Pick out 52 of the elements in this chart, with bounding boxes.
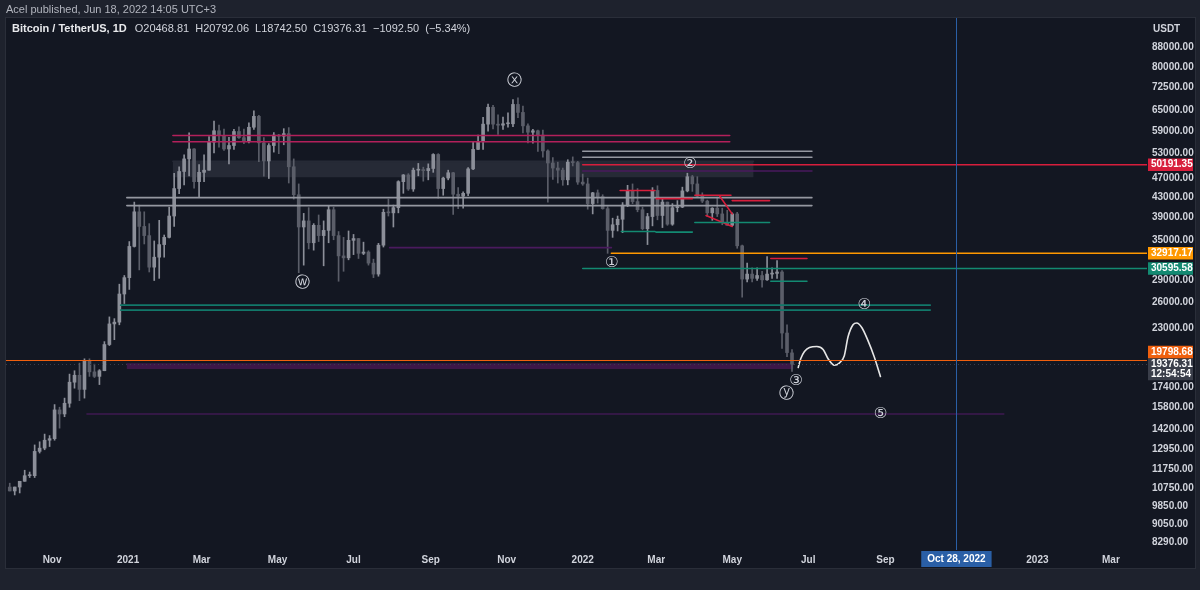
y-tick-label: 8290.00 — [1152, 536, 1189, 548]
annotation: ① — [604, 253, 619, 272]
text: Acel published, Jun 18, 2022 14:05 UTC+3 — [6, 2, 217, 17]
y-tick-label: 15800.00 — [1152, 400, 1195, 412]
data-label: 30595.58 — [1151, 262, 1194, 274]
ref-line-label: 19376.31 12:54:54 — [1151, 358, 1194, 379]
x-tick-label: Nov — [497, 553, 517, 565]
annotation: ⓦ — [295, 272, 311, 291]
annotation: ④ — [857, 295, 871, 314]
x-tick-label: Mar — [647, 553, 666, 565]
data-label: 50191.35 — [1151, 158, 1194, 170]
y-tick-label: 29000.00 — [1152, 273, 1195, 285]
ref-line-label: 19798.68 — [1151, 345, 1194, 357]
y-tick-label: 17400.00 — [1152, 380, 1195, 392]
annotation: ⑤ — [873, 403, 888, 422]
y-tick-label: 9050.00 — [1152, 517, 1189, 529]
annotation: ⓨ — [779, 384, 795, 403]
y-tick-label: 10750.00 — [1152, 481, 1195, 493]
text: Bitcoin / TetherUS, 1D — [12, 22, 127, 34]
x-tick-label: May — [267, 553, 288, 565]
y-tick-label: 35000.00 — [1152, 234, 1195, 246]
y-tick-label: 9850.00 — [1152, 500, 1189, 512]
ref-line-label: Oct 28, 2022 — [927, 552, 987, 564]
x-tick-label: May — [722, 553, 743, 565]
y-tick-label: 72500.00 — [1152, 81, 1195, 93]
x-tick-label: Jul — [346, 553, 361, 565]
y-tick-label: 23000.00 — [1152, 322, 1195, 334]
x-tick-label: 2021 — [116, 553, 140, 565]
text: O20468.81 H20792.06 L18742.50 C19376.31 −1092.50 (−5.34%) — [134, 22, 471, 34]
y-tick-label: 59000.00 — [1152, 124, 1195, 136]
y-axis-title: USDT — [1153, 23, 1181, 34]
x-tick-label: 2022 — [571, 553, 595, 565]
y-tick-label: 43000.00 — [1152, 190, 1195, 202]
y-tick-label: 26000.00 — [1152, 296, 1195, 308]
annotation: ⓧ — [507, 70, 523, 89]
y-tick-label: 14200.00 — [1152, 423, 1195, 435]
x-tick-label: Jul — [800, 553, 816, 565]
x-tick-label: 2023 — [1026, 553, 1049, 565]
x-tick-label: Mar — [192, 553, 211, 565]
x-tick-label: Sep — [876, 553, 895, 565]
y-tick-label: 12950.00 — [1152, 442, 1195, 454]
y-tick-label: 80000.00 — [1152, 60, 1195, 72]
x-tick-label: Mar — [1101, 553, 1120, 565]
y-tick-label: 11750.00 — [1152, 463, 1194, 475]
y-tick-label: 47000.00 — [1152, 172, 1195, 184]
y-tick-label: 53000.00 — [1152, 147, 1195, 159]
x-tick-label: Nov — [42, 553, 62, 565]
x-tick-label: Sep — [421, 553, 440, 565]
y-tick-label: 88000.00 — [1152, 40, 1195, 52]
data-label: 32917.17 — [1151, 246, 1194, 258]
y-tick-label: 65000.00 — [1152, 104, 1195, 116]
y-tick-label: 39000.00 — [1152, 211, 1195, 223]
